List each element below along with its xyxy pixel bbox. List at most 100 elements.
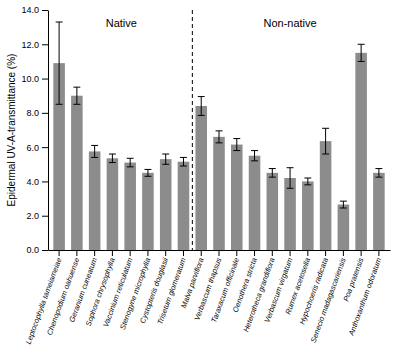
x-tick-mark: [76, 250, 77, 256]
error-bar-cap: [287, 167, 294, 168]
error-bar: [304, 178, 311, 185]
error-bar-stem: [59, 22, 60, 104]
x-tick-mark: [112, 250, 113, 256]
y-axis-title: Epidermal UV-A-transmittance (%): [6, 54, 17, 207]
error-bar: [91, 145, 98, 157]
x-tick: Chenopodium oahuense: [45, 250, 81, 336]
error-bar-cap: [251, 160, 258, 161]
error-bar-cap: [322, 128, 329, 129]
x-tick-mark: [219, 250, 220, 256]
x-tick-mark: [165, 250, 166, 256]
error-bar-stem: [290, 168, 291, 189]
error-bar-stem: [254, 151, 255, 161]
bar: [267, 173, 279, 250]
y-tick-label: 10.0: [21, 74, 39, 84]
error-bar-stem: [130, 158, 131, 167]
error-bar-cap: [375, 177, 382, 178]
error-bar-cap: [56, 22, 63, 23]
error-bar: [216, 131, 223, 143]
y-tick: 14.0: [21, 5, 48, 15]
error-bar-stem: [361, 44, 362, 61]
error-bar-stem: [76, 87, 77, 104]
error-bar-stem: [165, 154, 166, 164]
y-tick: 4.0: [26, 177, 48, 187]
error-bar: [73, 87, 80, 104]
x-tick-mark: [130, 250, 131, 256]
y-tick: 8.0: [26, 108, 48, 118]
bar: [231, 145, 243, 250]
x-tick-mark: [254, 250, 255, 256]
error-bar: [127, 158, 134, 167]
error-bar: [375, 169, 382, 178]
error-bar-cap: [109, 154, 116, 155]
error-bar-cap: [73, 87, 80, 88]
x-tick-mark: [147, 250, 148, 256]
y-axis-line: [48, 11, 49, 251]
error-bar-cap: [375, 168, 382, 169]
error-bar-stem: [201, 97, 202, 116]
group-separator: [192, 10, 193, 250]
error-bar-cap: [216, 130, 223, 131]
error-bar-cap: [91, 145, 98, 146]
error-bar-stem: [147, 169, 148, 176]
error-bar-cap: [340, 208, 347, 209]
x-tick: Trisetum glomeratum: [155, 250, 188, 326]
error-bar: [56, 22, 63, 104]
bar: [302, 181, 314, 250]
error-bar: [162, 154, 169, 164]
x-tick-label: Trisetum glomeratum: [155, 257, 188, 326]
error-bar: [322, 128, 329, 154]
error-bar-cap: [56, 104, 63, 105]
bar: [249, 156, 261, 250]
error-bar: [180, 157, 187, 166]
bar: [107, 158, 119, 250]
error-bar-cap: [358, 44, 365, 45]
y-tick-mark: [42, 79, 48, 80]
y-axis: 0.02.04.06.08.010.012.014.0: [21, 5, 48, 255]
x-axis: Leptocophylla tameiameiaeChenopodium oah…: [24, 250, 391, 345]
x-tick-mark: [325, 250, 326, 256]
y-tick-label: 8.0: [26, 108, 39, 118]
error-bar-cap: [216, 142, 223, 143]
y-tick: 2.0: [26, 211, 48, 221]
error-bar-cap: [233, 138, 240, 139]
error-bar-stem: [236, 139, 237, 151]
error-bar-cap: [340, 201, 347, 202]
error-bar-cap: [269, 177, 276, 178]
bar: [178, 162, 190, 250]
bar: [142, 173, 154, 250]
bar: [284, 178, 296, 250]
error-bar-stem: [378, 169, 379, 178]
y-tick-label: 6.0: [26, 143, 39, 153]
x-tick-mark: [343, 250, 344, 256]
bar: [355, 53, 367, 250]
y-tick-label: 12.0: [21, 40, 39, 50]
error-bar: [198, 97, 205, 116]
error-bar-stem: [183, 157, 184, 166]
error-bar: [251, 151, 258, 161]
group-label: Native: [106, 17, 137, 29]
bar: [160, 159, 172, 250]
y-tick-label: 2.0: [26, 211, 39, 221]
x-tick-mark: [378, 250, 379, 256]
error-bar-stem: [307, 178, 308, 185]
error-bar: [269, 169, 276, 178]
error-bar-cap: [287, 188, 294, 189]
bar: [213, 137, 225, 250]
y-tick-mark: [42, 216, 48, 217]
x-tick-label: Taraxacum officinale: [209, 257, 241, 324]
error-bar-cap: [127, 158, 134, 159]
error-bar-cap: [269, 168, 276, 169]
error-bar: [144, 169, 151, 176]
error-bar-cap: [144, 169, 151, 170]
bar: [338, 205, 350, 250]
bar: [320, 141, 332, 250]
x-tick-mark: [59, 250, 60, 256]
x-tick-mark: [307, 250, 308, 256]
x-tick-mark: [201, 250, 202, 256]
y-tick: 12.0: [21, 40, 48, 50]
error-bar-cap: [322, 154, 329, 155]
error-bar-cap: [91, 157, 98, 158]
y-tick-label: 14.0: [21, 5, 39, 15]
x-tick-mark: [290, 250, 291, 256]
